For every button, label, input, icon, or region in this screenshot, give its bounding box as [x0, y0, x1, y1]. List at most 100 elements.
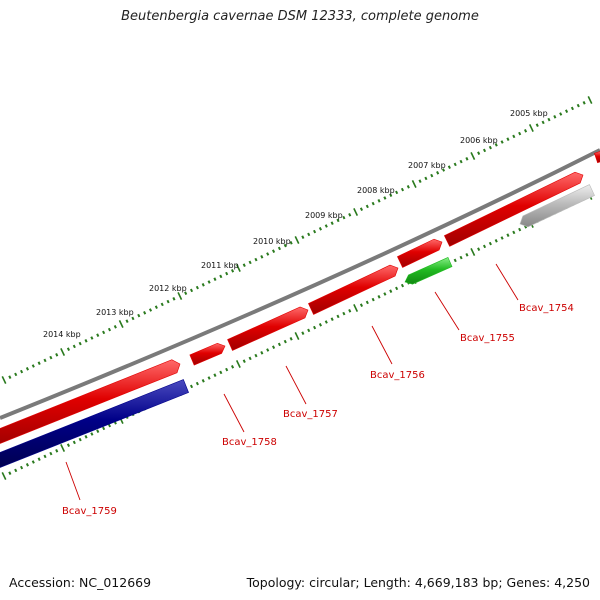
- inner-minor-tick: [219, 370, 223, 375]
- outer-major-tick: [235, 264, 241, 272]
- inner-minor-tick: [395, 286, 399, 291]
- inner-minor-tick: [84, 435, 88, 439]
- inner-minor-tick: [266, 348, 270, 352]
- outer-minor-tick: [260, 255, 264, 259]
- outer-major-tick: [587, 96, 593, 104]
- inner-major-tick: [235, 360, 241, 368]
- inner-minor-tick: [318, 323, 322, 327]
- scale-label: 2007 kbp: [408, 161, 446, 170]
- gene-g1759r[interactable]: [0, 379, 189, 468]
- outer-minor-tick: [254, 257, 258, 262]
- inner-minor-tick: [8, 471, 12, 475]
- outer-minor-tick: [277, 246, 281, 251]
- outer-minor-tick: [482, 148, 487, 153]
- outer-minor-tick: [453, 162, 457, 167]
- outer-minor-tick: [547, 117, 551, 122]
- gene-g1755a[interactable]: [397, 238, 443, 268]
- inner-minor-tick: [207, 376, 211, 380]
- outer-minor-tick: [78, 341, 82, 346]
- outer-minor-tick: [84, 339, 88, 343]
- gene-label[interactable]: Bcav_1759: [62, 506, 117, 517]
- inner-minor-tick: [283, 339, 287, 344]
- outer-minor-tick: [301, 235, 305, 239]
- scale-label: 2013 kbp: [96, 308, 134, 317]
- outer-minor-tick: [488, 145, 492, 150]
- outer-minor-tick: [72, 344, 76, 349]
- outer-minor-tick: [512, 134, 516, 139]
- gene-g1759[interactable]: [0, 359, 181, 447]
- outer-minor-tick: [307, 232, 311, 237]
- outer-major-tick: [294, 236, 300, 244]
- gene-label[interactable]: Bcav_1757: [283, 409, 338, 420]
- gene-label[interactable]: Bcav_1755: [460, 333, 515, 344]
- outer-minor-tick: [230, 269, 235, 273]
- outer-minor-tick: [201, 283, 205, 287]
- gene-gEdge[interactable]: [594, 151, 600, 164]
- inner-minor-tick: [37, 457, 41, 461]
- gene-label-connector: [285, 365, 307, 405]
- inner-minor-tick: [477, 247, 481, 251]
- gene-label[interactable]: Bcav_1756: [370, 370, 425, 381]
- inner-minor-tick: [336, 314, 340, 319]
- outer-minor-tick: [160, 302, 164, 307]
- outer-minor-tick: [576, 103, 580, 108]
- outer-minor-tick: [172, 297, 176, 301]
- outer-minor-tick: [225, 271, 229, 276]
- inner-major-tick: [353, 304, 359, 312]
- inner-minor-tick: [195, 381, 199, 386]
- inner-minor-tick: [230, 365, 235, 369]
- outer-minor-tick: [166, 299, 170, 304]
- outer-minor-tick: [131, 316, 135, 321]
- outer-minor-tick: [377, 199, 381, 203]
- gene-g1755[interactable]: [404, 257, 453, 285]
- inner-minor-tick: [96, 429, 100, 433]
- outer-minor-tick: [113, 325, 117, 329]
- outer-minor-tick: [535, 123, 539, 127]
- outer-minor-tick: [25, 367, 29, 371]
- map-title: Beutenbergia cavernae DSM 12333, complet…: [121, 9, 479, 24]
- scale-label: 2009 kbp: [305, 211, 343, 220]
- outer-minor-tick: [559, 112, 563, 116]
- inner-minor-tick: [400, 283, 405, 288]
- outer-minor-tick: [66, 347, 71, 351]
- outer-minor-tick: [336, 218, 340, 223]
- inner-minor-tick: [25, 463, 29, 467]
- gene-g1757[interactable]: [227, 306, 309, 351]
- gene-label[interactable]: Bcav_1754: [519, 303, 574, 314]
- outer-minor-tick: [342, 215, 346, 220]
- outer-minor-tick: [248, 260, 252, 265]
- inner-minor-tick: [189, 384, 194, 389]
- outer-minor-tick: [148, 308, 153, 312]
- outer-minor-tick: [31, 364, 35, 368]
- gene-g1754[interactable]: [443, 171, 584, 247]
- inner-minor-tick: [260, 351, 264, 355]
- gene-g1754r[interactable]: [519, 184, 595, 228]
- inner-major-tick: [1, 472, 7, 480]
- inner-minor-tick: [242, 359, 246, 363]
- gene-g1758[interactable]: [189, 342, 226, 366]
- outer-minor-tick: [436, 171, 440, 175]
- outer-minor-tick: [96, 333, 100, 337]
- outer-major-tick: [177, 292, 183, 300]
- inner-minor-tick: [518, 227, 522, 232]
- outer-minor-tick: [406, 185, 410, 189]
- outer-minor-tick: [365, 204, 369, 209]
- scale-label: 2011 kbp: [201, 261, 239, 270]
- gene-g1756[interactable]: [308, 264, 399, 315]
- inner-minor-tick: [225, 367, 229, 372]
- inner-minor-tick: [342, 311, 346, 316]
- outer-minor-tick: [43, 358, 47, 363]
- scale-label: 2014 kbp: [43, 330, 81, 339]
- outer-minor-tick: [459, 159, 463, 164]
- outer-major-tick: [1, 376, 7, 384]
- inner-minor-tick: [254, 353, 258, 358]
- gene-label[interactable]: Bcav_1758: [222, 437, 277, 448]
- inner-minor-tick: [289, 337, 293, 341]
- outer-major-tick: [353, 208, 359, 216]
- inner-minor-tick: [107, 423, 112, 428]
- inner-minor-tick: [313, 325, 317, 330]
- outer-minor-tick: [383, 196, 387, 200]
- inner-minor-tick: [20, 465, 24, 470]
- outer-minor-tick: [418, 179, 422, 183]
